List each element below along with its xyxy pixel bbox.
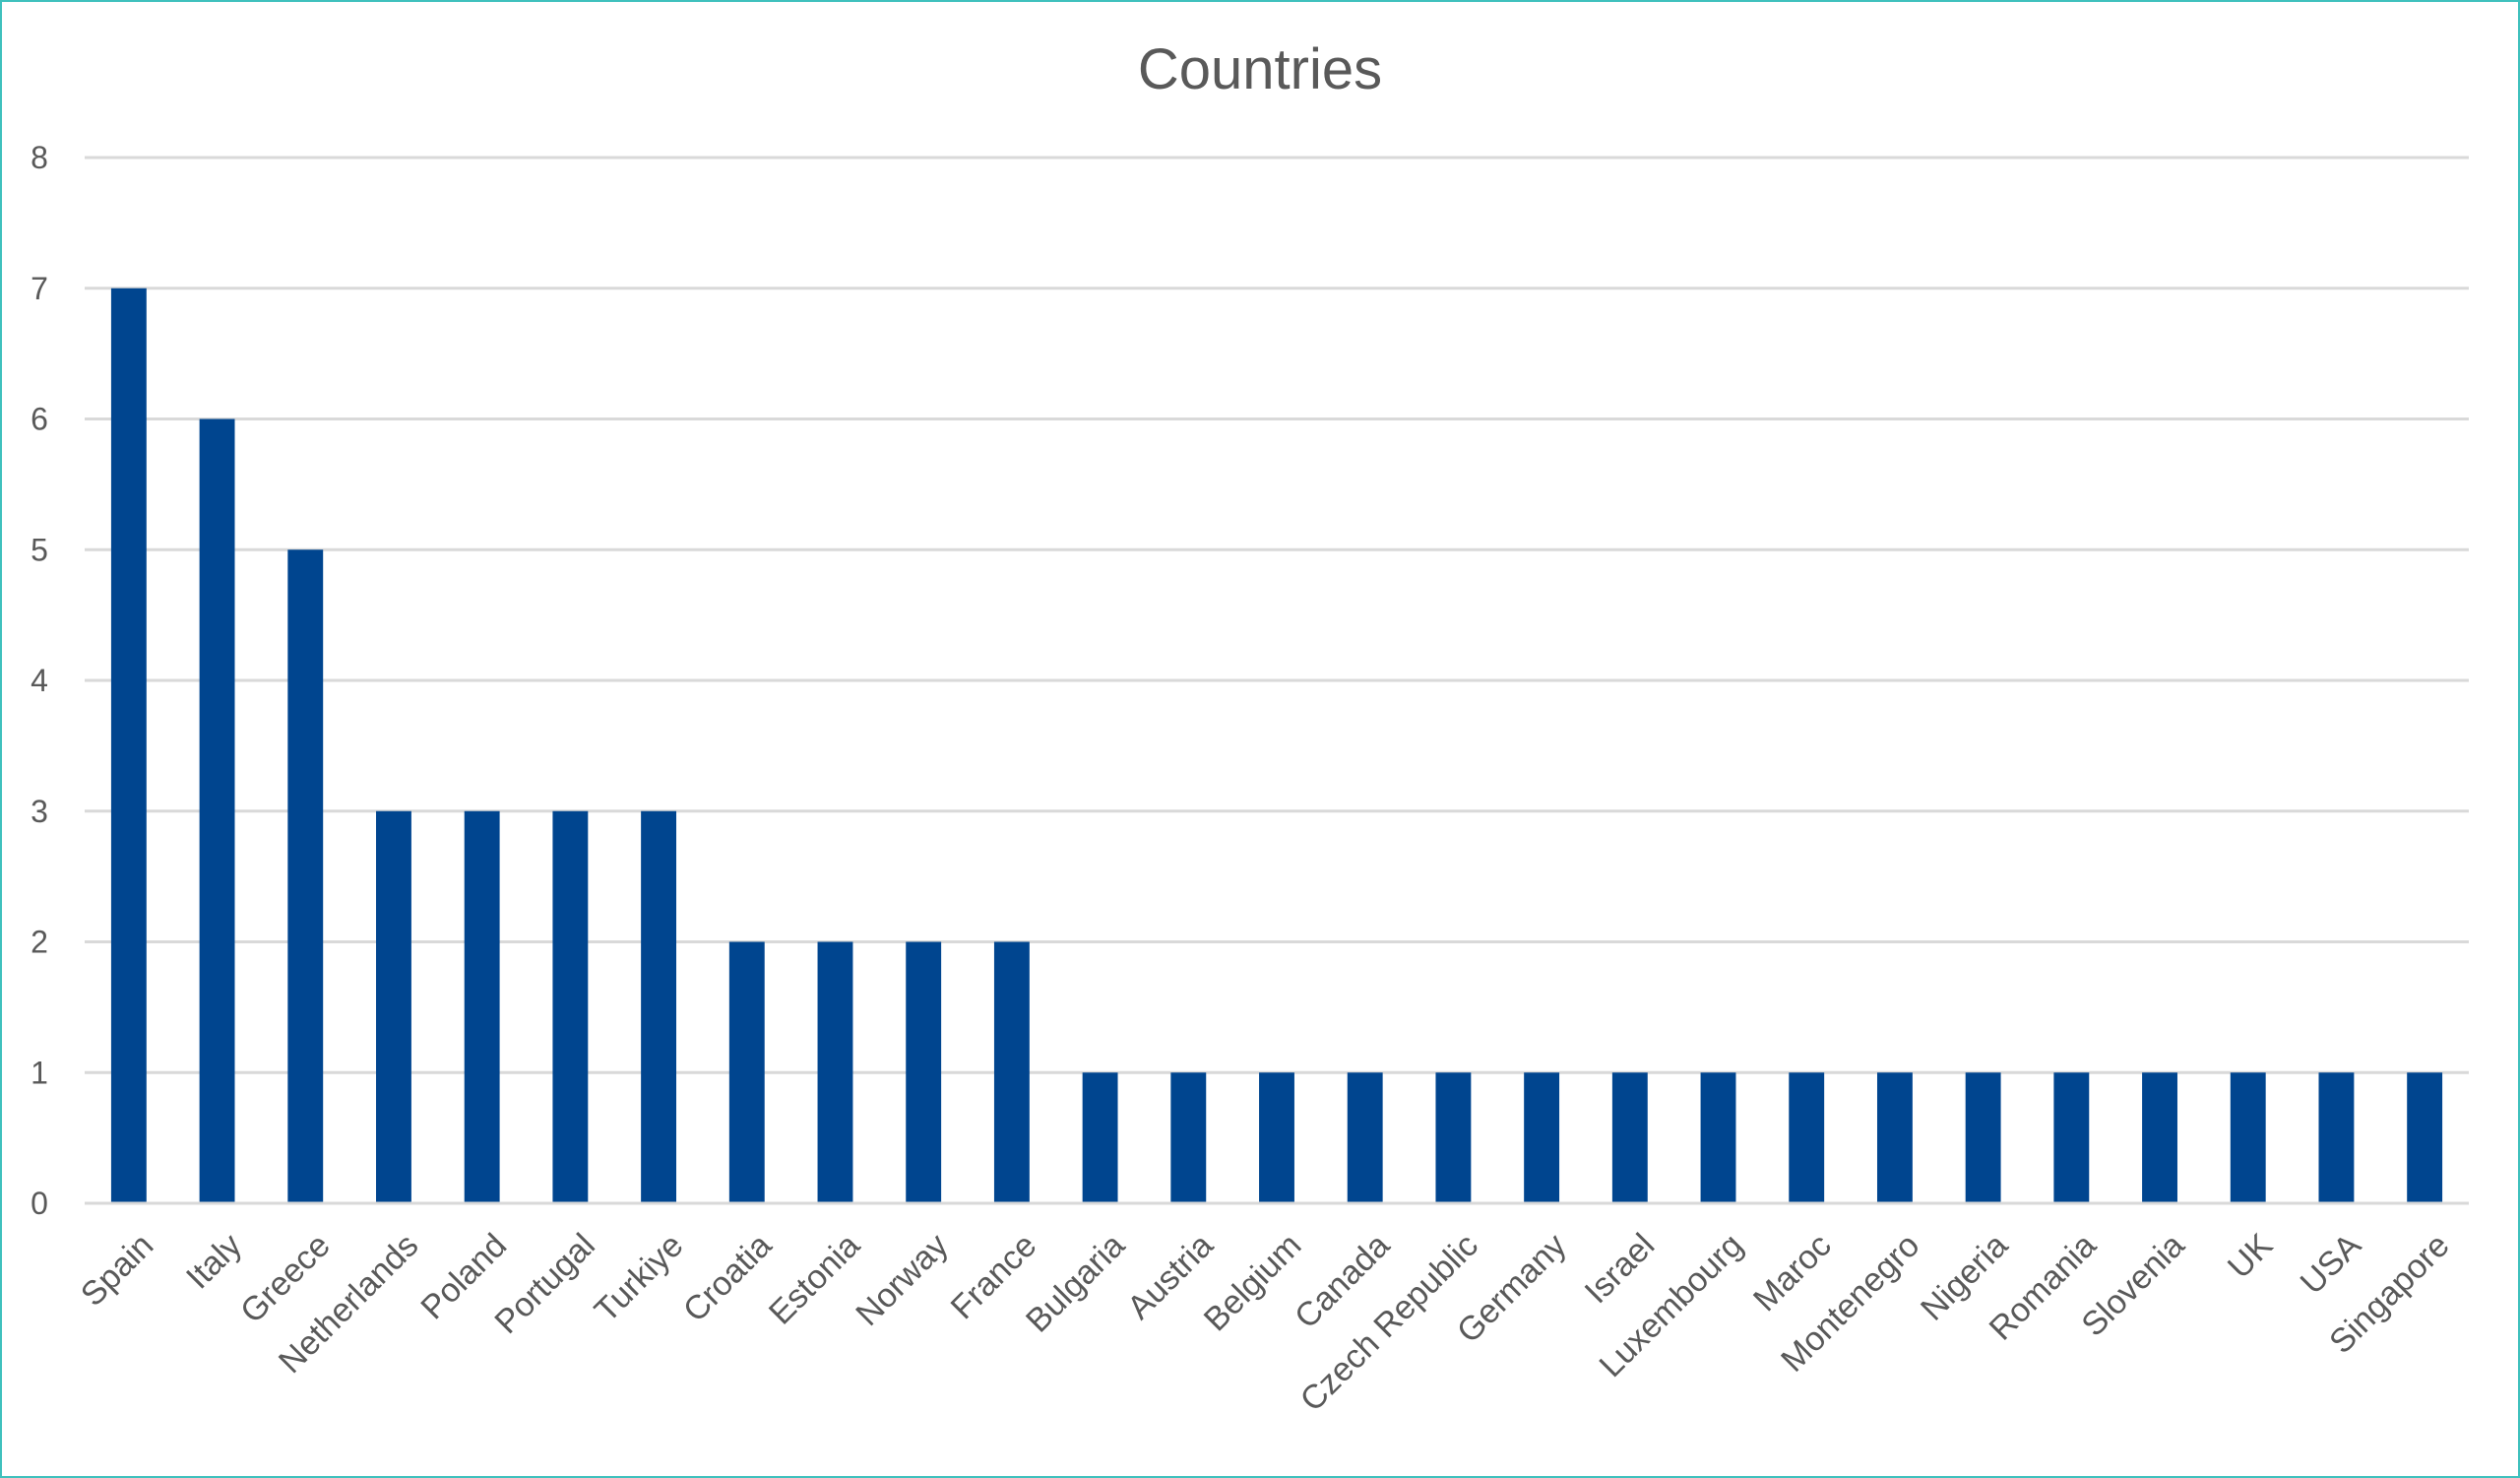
bar-norway [906, 941, 942, 1203]
bar-germany [1524, 1072, 1560, 1203]
y-tick-label: 2 [31, 925, 48, 960]
bar-austria [1170, 1072, 1207, 1203]
x-tick-label: Bulgaria [1019, 1227, 1132, 1340]
bar-spain [110, 288, 147, 1203]
y-tick-label: 8 [31, 140, 48, 175]
bar-bulgaria [1082, 1072, 1118, 1203]
bar-maroc [1789, 1072, 1825, 1203]
bar-netherlands [376, 810, 411, 1203]
bar-czech-republic [1435, 1072, 1472, 1203]
bar-croatia [728, 941, 765, 1203]
x-tick-label: Belgium [1197, 1227, 1309, 1339]
bar-luxembourg [1700, 1072, 1736, 1203]
bar-montenegro [1876, 1072, 1913, 1203]
x-tick-label: Italy [179, 1227, 249, 1297]
bar-nigeria [1965, 1072, 2001, 1203]
y-tick-label: 6 [31, 402, 48, 437]
bar-slovenia [2142, 1072, 2177, 1203]
x-tick-label: Israel [1578, 1227, 1663, 1312]
bar-singapore [2407, 1072, 2443, 1203]
y-tick-label: 0 [31, 1186, 48, 1221]
x-tick-label: Spain [74, 1227, 160, 1314]
bar-turkiye [641, 810, 677, 1203]
x-tick-label: Portugal [487, 1227, 601, 1341]
bar-usa [2318, 1072, 2355, 1203]
x-axis-ticks: Spain ItalyGreeceNetherlandsPolandPortuga… [74, 1226, 2457, 1418]
x-tick-label: USA [2294, 1226, 2369, 1302]
y-tick-label: 4 [31, 663, 48, 698]
y-axis-ticks: 0 1 2 3 4 5 6 7 8 [31, 140, 48, 1221]
chart-title: Countries [1138, 37, 1382, 101]
y-tick-label: 1 [31, 1055, 48, 1090]
bar-israel [1611, 1072, 1648, 1203]
bar-belgium [1259, 1072, 1294, 1203]
gridlines [85, 156, 2469, 1074]
x-tick-label: UK [2221, 1226, 2280, 1285]
bar-greece [287, 549, 324, 1203]
bar-italy [199, 418, 235, 1203]
x-tick-label: Norway [849, 1227, 955, 1333]
bar-estonia [817, 941, 853, 1203]
x-tick-label: Turkiye [588, 1227, 691, 1330]
bar-portugal [552, 810, 589, 1203]
bar-romania [2053, 1072, 2090, 1203]
bar-canada [1347, 1072, 1383, 1203]
y-tick-label: 3 [31, 794, 48, 829]
y-tick-label: 7 [31, 271, 48, 306]
y-tick-label: 5 [31, 532, 48, 567]
x-tick-label: Croatia [676, 1227, 779, 1329]
bars [110, 288, 2443, 1203]
bar-uk [2230, 1072, 2266, 1203]
bar-france [993, 941, 1030, 1203]
bar-poland [464, 810, 500, 1203]
x-tick-label: Estonia [762, 1227, 867, 1332]
